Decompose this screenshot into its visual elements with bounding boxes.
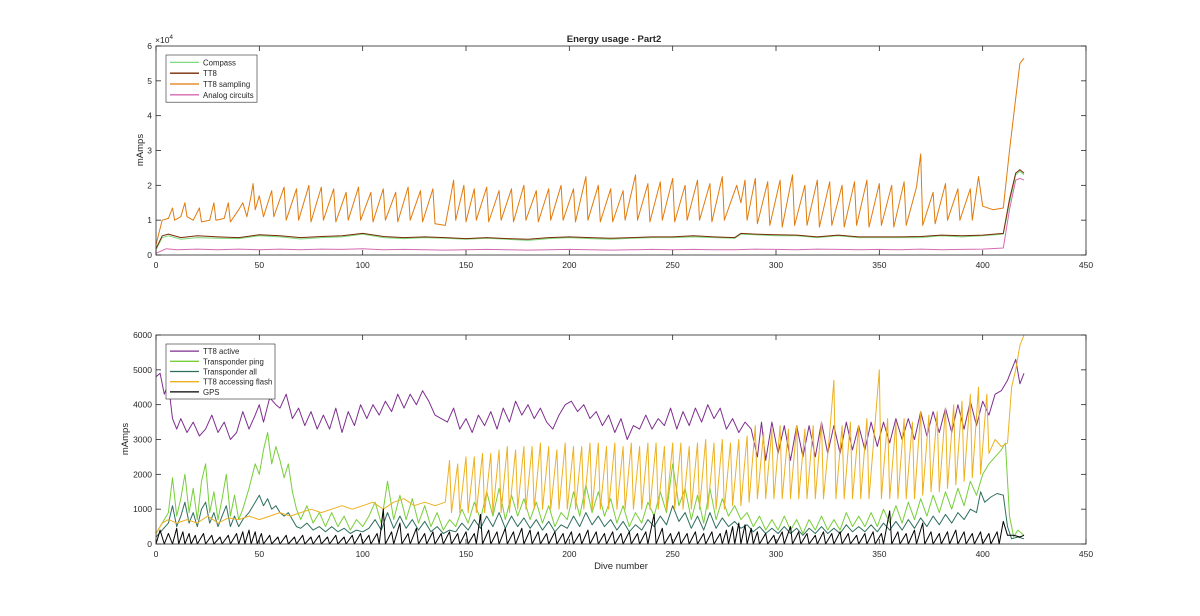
x-tick-label: 400 bbox=[976, 549, 990, 559]
x-tick-label: 0 bbox=[154, 549, 159, 559]
legend-label: Analog circuits bbox=[203, 91, 254, 100]
x-tick-label: 200 bbox=[562, 549, 576, 559]
chart-title: Energy usage - Part2 bbox=[567, 34, 662, 45]
x-tick-label: 350 bbox=[872, 549, 886, 559]
x-tick-label: 50 bbox=[255, 260, 265, 270]
x-tick-label: 150 bbox=[459, 260, 473, 270]
y-tick-label: 2 bbox=[147, 180, 152, 190]
x-tick-label: 150 bbox=[459, 549, 473, 559]
legend-label: TT8 accessing flash bbox=[203, 378, 272, 387]
series-line-transponder-all bbox=[155, 491, 1025, 540]
y-tick-label: 3000 bbox=[133, 435, 152, 445]
x-axis-label: Dive number bbox=[594, 561, 648, 572]
x-tick-label: 200 bbox=[562, 260, 576, 270]
top-panel: Energy usage - Part2 ×104 mAmps 0 50 100 15… bbox=[135, 34, 1093, 270]
y-tick-label: 2000 bbox=[133, 469, 152, 479]
series-line-tt8 bbox=[155, 169, 1025, 249]
y-tick-label: 0 bbox=[147, 250, 152, 260]
x-tick-label: 50 bbox=[255, 549, 265, 559]
x-tick-label: 300 bbox=[769, 260, 783, 270]
legend: Compass TT8 TT8 sampling Analog circuits bbox=[165, 54, 258, 103]
legend-label: Transponder all bbox=[203, 368, 257, 377]
y-tick-label: 6 bbox=[147, 41, 152, 51]
y-tick-label: 3 bbox=[147, 146, 152, 156]
y-axis-ticks: 0 1 2 3 4 5 6 bbox=[147, 41, 1086, 260]
y-tick-label: 1 bbox=[147, 215, 152, 225]
y-axis-label: mAmps bbox=[120, 423, 131, 455]
y-tick-label: 5000 bbox=[133, 365, 152, 375]
y-tick-label: 0 bbox=[147, 539, 152, 549]
x-tick-label: 250 bbox=[666, 260, 680, 270]
series-line-gps bbox=[155, 508, 1025, 545]
y-tick-label: 5 bbox=[147, 76, 152, 86]
x-tick-label: 350 bbox=[872, 260, 886, 270]
series-line-transponder-ping bbox=[155, 432, 1025, 538]
legend-label: TT8 sampling bbox=[203, 80, 250, 89]
y-axis-label: mAmps bbox=[135, 134, 146, 166]
x-axis-ticks: 0 50 100 150 200 250 300 350 400 450 bbox=[154, 46, 1093, 270]
legend-label: TT8 active bbox=[203, 347, 239, 356]
y-axis-exponent: ×104 bbox=[155, 34, 173, 45]
x-axis-ticks: 0 50 100 150 200 250 300 350 400 450 bbox=[154, 335, 1093, 559]
y-tick-label: 1000 bbox=[133, 504, 152, 514]
series-lines bbox=[155, 334, 1025, 545]
legend-label: Transponder ping bbox=[203, 357, 264, 366]
y-tick-label: 4000 bbox=[133, 400, 152, 410]
plot-frame bbox=[155, 45, 1087, 256]
legend-label: GPS bbox=[203, 388, 219, 397]
y-axis-exponent-power: 4 bbox=[169, 34, 173, 41]
x-tick-label: 0 bbox=[154, 260, 159, 270]
series-line-compass bbox=[155, 170, 1025, 251]
series-lines bbox=[155, 57, 1025, 254]
x-tick-label: 450 bbox=[1079, 549, 1093, 559]
x-tick-label: 300 bbox=[769, 549, 783, 559]
x-tick-label: 100 bbox=[356, 549, 370, 559]
y-axis-ticks: 0 1000 2000 3000 4000 5000 6000 bbox=[133, 330, 1086, 549]
x-tick-label: 400 bbox=[976, 260, 990, 270]
y-tick-label: 4 bbox=[147, 111, 152, 121]
x-tick-label: 450 bbox=[1079, 260, 1093, 270]
legend-label: Compass bbox=[203, 58, 236, 67]
series-line-analog-circuits bbox=[155, 177, 1025, 254]
series-line-tt8-active bbox=[155, 358, 1025, 461]
series-line-tt8-accessing-flash bbox=[155, 334, 1025, 534]
legend-label: TT8 bbox=[203, 69, 217, 78]
y-axis-exponent-base: ×10 bbox=[155, 35, 170, 45]
bottom-panel: mAmps 0 50 100 150 200 250 300 350 400 450 0 1000 2… bbox=[120, 330, 1093, 572]
series-line-tt8-sampling bbox=[155, 57, 1025, 245]
y-tick-label: 6000 bbox=[133, 330, 152, 340]
x-tick-label: 100 bbox=[356, 260, 370, 270]
x-tick-label: 250 bbox=[666, 549, 680, 559]
